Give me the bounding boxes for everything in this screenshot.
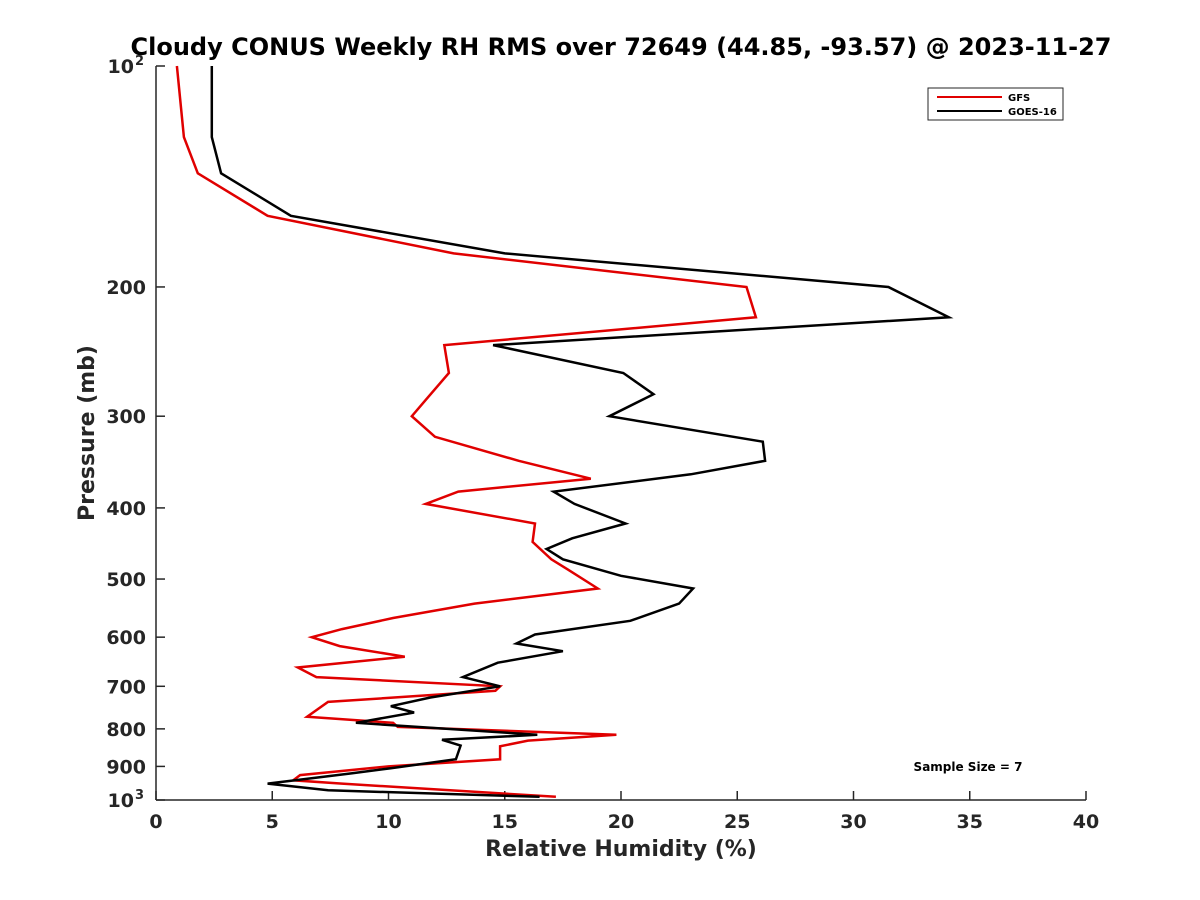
x-tick-label: 5 [266,811,279,833]
y-tick-label: 400 [106,498,146,520]
series-line-goes-16 [210,66,954,799]
legend: GFS GOES-16 [927,87,1064,121]
y-tick-label-exponent: 2 [135,54,144,69]
y-axis-label: Pressure (mb) [75,345,100,521]
y-tick-label-exponent: 3 [135,788,144,803]
y-tick-label: 10 [108,790,134,812]
x-tick-label: 15 [492,811,518,833]
x-axis-label: Relative Humidity (%) [485,837,757,862]
x-tick-label: 40 [1073,811,1099,833]
x-axis-ticks: 0 5 10 15 20 25 30 35 40 [149,791,1099,833]
x-tick-label: 20 [608,811,634,833]
legend-label-goes16: GOES-16 [1008,107,1057,118]
chart-title: Cloudy CONUS Weekly RH RMS over 72649 (4… [131,33,1112,61]
y-tick-label: 500 [106,569,146,591]
y-tick-label: 900 [106,756,146,778]
y-tick-label: 700 [106,676,146,698]
legend-box [927,87,1064,121]
y-tick-label: 200 [106,277,146,299]
y-tick-label: 800 [106,719,146,741]
sample-size-annotation: Sample Size = 7 [914,760,1023,774]
series-lines [175,65,954,799]
x-tick-label: 30 [840,811,866,833]
y-tick-label: 10 [108,56,134,78]
x-tick-label: 0 [149,811,162,833]
x-tick-label: 10 [375,811,401,833]
series-line-gfs [175,65,758,799]
x-tick-label: 25 [724,811,750,833]
legend-label-gfs: GFS [1008,93,1030,104]
y-tick-label: 300 [106,406,146,428]
y-tick-label: 600 [106,627,146,649]
x-tick-label: 35 [957,811,983,833]
